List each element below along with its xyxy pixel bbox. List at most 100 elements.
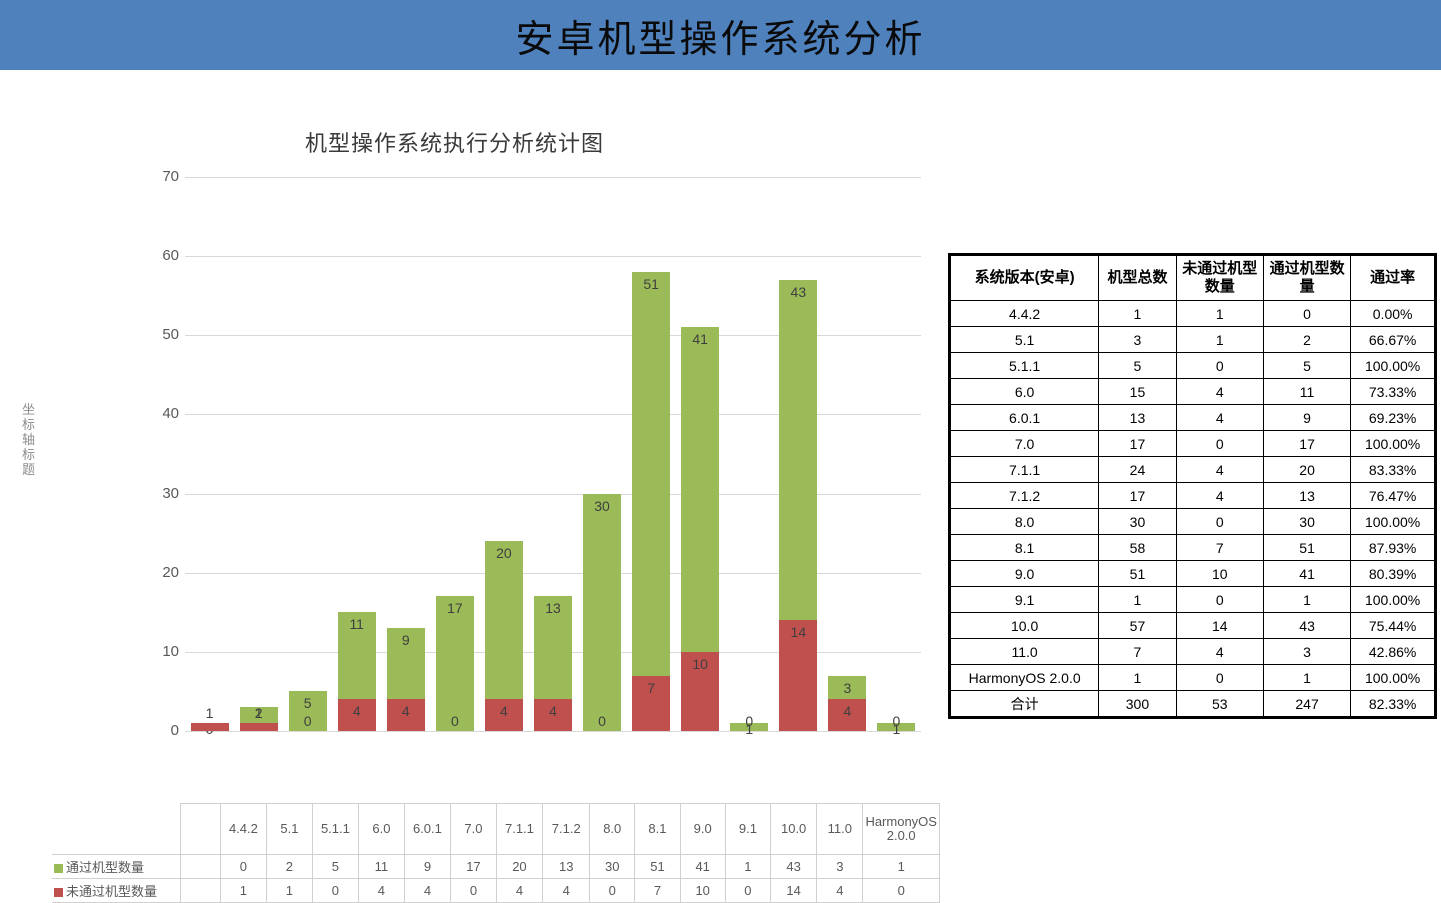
bar-column: 20 4 [484, 541, 523, 731]
summary-table-cell-rate: 100.00% [1350, 430, 1436, 457]
bar-label-fail: 4 [352, 703, 361, 720]
summary-table-row: 9.1 1 0 1 100.00% [948, 586, 1436, 613]
bar-segment-fail: 7 [632, 675, 671, 731]
bar-label-fail: 0 [450, 713, 459, 729]
chart-gridline [185, 572, 921, 574]
data-table-category-cell: 8.0 [589, 803, 636, 855]
data-table-fail-cell: 4 [403, 878, 452, 903]
summary-table-cell-pass: 9 [1262, 404, 1352, 431]
data-table-pass-cell: 3 [816, 854, 864, 879]
data-table-fail-header: 未通过机型数量 [52, 878, 182, 903]
y-axis-tick-label: 30 [162, 484, 179, 502]
y-axis-title: 坐标轴标题 [18, 402, 40, 477]
bar-label-pass: 5 [303, 695, 312, 712]
data-table-pass-cell: 5 [311, 854, 360, 879]
bar-label-fail: 0 [745, 713, 754, 729]
bar-label-pass: 43 [790, 283, 807, 300]
summary-table-cell-rate: 0.00% [1350, 300, 1436, 327]
summary-table-cell-pass: 1 [1262, 664, 1352, 691]
summary-table-cell-pass: 51 [1262, 534, 1352, 561]
data-table-pass-cell: 43 [770, 854, 818, 879]
bar-label-pass: 1 [892, 721, 901, 738]
summary-table-header-cell: 未通过机型数量 [1175, 254, 1264, 301]
bar-label-fail: 0 [892, 713, 901, 729]
y-axis-tick-label: 0 [170, 722, 179, 739]
summary-table-row: 6.0.1 13 4 9 69.23% [948, 404, 1436, 431]
bar-segment-fail: 14 [779, 620, 818, 731]
summary-table-cell-rate: 83.33% [1350, 456, 1436, 483]
bar-label-fail: 0 [598, 713, 606, 729]
bar-segment-pass: 2 [239, 705, 278, 724]
chart-data-table: 4.4.2 5.1 5.1.1 6.0 6.0.1 7.0 7.1.1 7.1.2 8.0 8.1… [52, 803, 940, 903]
y-axis-title-char: 标 [21, 447, 36, 462]
summary-table-cell-version: 4.4.2 [948, 300, 1100, 327]
summary-table-cell-fail: 4 [1175, 456, 1264, 483]
summary-table-cell-rate: 80.39% [1350, 560, 1436, 587]
summary-table-cell-rate: 73.33% [1350, 378, 1436, 405]
summary-table-cell-rate: 100.00% [1350, 508, 1436, 535]
page-header-banner: 安卓机型操作系统分析 [0, 0, 1441, 72]
summary-table-cell-version: 8.1 [948, 534, 1100, 561]
summary-table-cell-pass: 1 [1262, 586, 1352, 613]
bar-segment-fail: 4 [386, 699, 425, 731]
bar-column: 17 0 [435, 596, 474, 731]
bar-segment-fail: 4 [484, 699, 523, 731]
summary-table-row: 7.0 17 0 17 100.00% [948, 430, 1436, 457]
bar-column: 11 4 [337, 612, 376, 731]
bar-label-pass: 17 [447, 600, 463, 617]
summary-table-cell-total: 3 [1098, 326, 1177, 353]
data-table-category-cell: 6.0 [358, 803, 405, 855]
data-table-category-cell: HarmonyOS 2.0.0 [862, 803, 940, 855]
bar-label-pass: 41 [692, 331, 708, 348]
bar-segment-pass: 9 [386, 628, 425, 700]
summary-table-cell-total: 1 [1098, 664, 1177, 691]
bar-label-fail: 4 [549, 703, 557, 720]
summary-table-row: 5.1 3 1 2 66.67% [948, 326, 1436, 353]
data-table-pass-cell: 1 [724, 854, 772, 879]
page-title: 安卓机型操作系统分析 [515, 16, 926, 61]
bar-label-fail: 4 [401, 703, 410, 720]
summary-table-cell-rate: 82.33% [1350, 690, 1436, 718]
summary-table-cell-version: 9.1 [948, 586, 1100, 613]
bar-label-fail: 10 [692, 655, 708, 672]
bar-column: 30 0 [583, 493, 622, 731]
chart-gridline [185, 256, 921, 258]
bar-column: 43 14 [779, 279, 818, 731]
bar-segment-fail: 4 [828, 699, 867, 731]
summary-table-cell-pass: 0 [1262, 300, 1352, 327]
data-table-fail-cell: 1 [219, 878, 268, 903]
data-table-category-cell: 10.0 [770, 803, 818, 855]
data-table-fail-cell: 10 [679, 878, 726, 903]
summary-table-cell-pass: 43 [1262, 612, 1352, 639]
bar-segment-pass: 51 [632, 271, 671, 676]
summary-table-cell-rate: 100.00% [1350, 352, 1436, 379]
data-table-pass-cell: 9 [403, 854, 452, 879]
summary-table-cell-fail: 0 [1175, 508, 1264, 535]
summary-table-row: 8.0 30 0 30 100.00% [948, 508, 1436, 535]
summary-table-cell-total: 1 [1098, 586, 1177, 613]
summary-table-cell-version: 9.0 [948, 560, 1100, 587]
summary-table-cell-fail: 4 [1175, 404, 1264, 431]
summary-table-cell-rate: 87.93% [1350, 534, 1436, 561]
summary-table-cell-total: 17 [1098, 482, 1177, 509]
bar-segment-fail: 10 [681, 651, 720, 731]
summary-table-cell-total: 1 [1098, 300, 1177, 327]
data-table-category-cell: 8.1 [634, 803, 681, 855]
summary-table-cell-total: 15 [1098, 378, 1177, 405]
data-table-pass-cell: 20 [495, 854, 544, 879]
summary-table-cell-fail: 4 [1175, 638, 1264, 665]
y-axis-tick-label: 20 [162, 563, 179, 581]
summary-table-cell-total: 24 [1098, 456, 1177, 483]
data-table-category-cell: 5.1 [266, 803, 313, 855]
summary-table-header-row: 系统版本(安卓) 机型总数 未通过机型数量 通过机型数量 通过率 [948, 254, 1436, 301]
data-table-fail-cell: 4 [542, 878, 591, 903]
bar-label-pass: 13 [545, 600, 561, 617]
summary-table-cell-total: 17 [1098, 430, 1177, 457]
summary-table-cell-pass: 2 [1262, 326, 1352, 353]
summary-table-cell-rate: 75.44% [1350, 612, 1436, 639]
data-table-category-cell: 5.1.1 [311, 803, 360, 855]
data-table-category-row: 4.4.2 5.1 5.1.1 6.0 6.0.1 7.0 7.1.1 7.1.2 8.0 8.1… [52, 803, 940, 855]
y-axis-title-char: 轴 [21, 432, 36, 447]
